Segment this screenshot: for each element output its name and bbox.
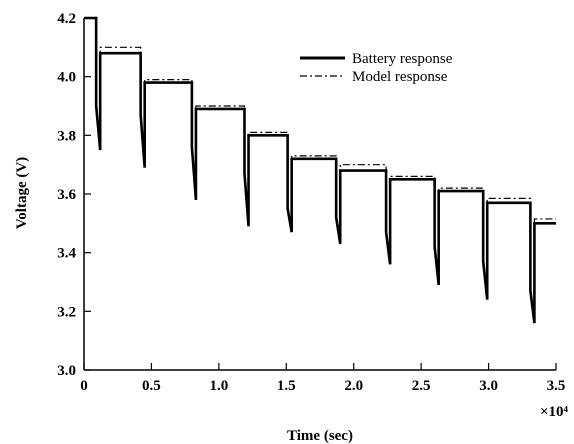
x-tick-label: 2.5 xyxy=(412,378,431,394)
legend-label-model: Model response xyxy=(352,69,448,85)
y-tick-label: 3.0 xyxy=(57,363,76,379)
x-axis-label: Time (sec) xyxy=(287,428,353,444)
legend: Battery response Model response xyxy=(300,51,453,85)
y-tick-label: 3.2 xyxy=(57,304,76,320)
ticks: 0 0.5 1.0 1.5 2.0 2.5 3.0 3.5 3.0 3.2 3.4 3.6 3.8 4.0… xyxy=(57,11,565,394)
x-tick-label: 0 xyxy=(80,378,88,394)
y-tick-label: 3.8 xyxy=(57,128,76,144)
y-tick-label: 3.4 xyxy=(57,246,76,262)
x-tick-label: 3.0 xyxy=(479,378,498,394)
series-layer xyxy=(84,16,556,324)
x-tick-label: 0.5 xyxy=(142,378,161,394)
plot-frame xyxy=(83,18,556,371)
x-tick-label: 3.5 xyxy=(547,378,566,394)
legend-label-battery: Battery response xyxy=(352,51,453,67)
y-tick-label: 4.0 xyxy=(57,70,76,86)
x-tick-label: 1.0 xyxy=(209,378,228,394)
y-tick-label: 4.2 xyxy=(57,11,76,27)
series-line-model xyxy=(84,17,556,318)
series-line-battery xyxy=(84,16,556,324)
x-axis-multiplier: ×10⁴ xyxy=(540,404,569,420)
y-tick-label: 3.6 xyxy=(57,187,76,203)
x-tick-label: 2.0 xyxy=(344,378,363,394)
x-tick-label: 1.5 xyxy=(277,378,296,394)
y-axis-label: Voltage (V) xyxy=(14,157,30,229)
